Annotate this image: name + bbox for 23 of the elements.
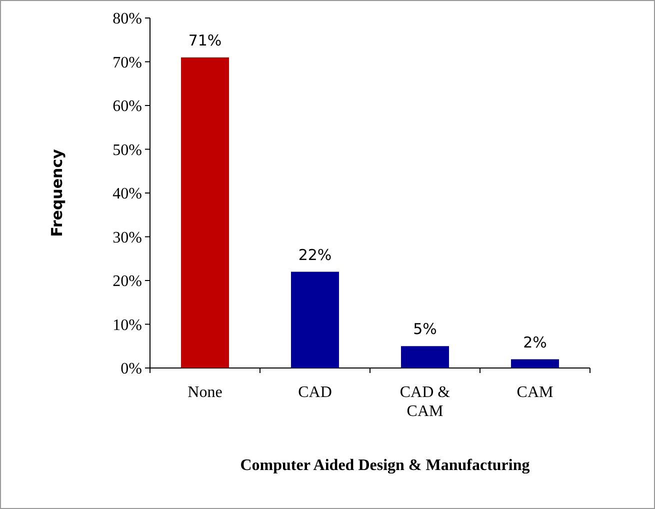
bar: [181, 57, 229, 368]
x-tick-label: CAD & CAM: [400, 384, 451, 420]
y-tick-label: 50%: [112, 142, 142, 159]
y-tick-label: 10%: [112, 316, 142, 334]
bar: [291, 272, 339, 368]
y-tick-label: 40%: [112, 186, 142, 203]
data-label: 5%: [413, 320, 437, 338]
x-tick-label: CAM: [516, 384, 554, 401]
bar: [401, 346, 449, 368]
data-label: 71%: [188, 31, 222, 50]
x-axis-title: Computer Aided Design & Manufacturing: [240, 457, 530, 474]
x-tick-label: CAD: [298, 384, 332, 401]
y-tick-label: 0%: [120, 360, 142, 378]
y-axis-title: Frequency: [48, 148, 66, 237]
y-tick-label: 30%: [112, 229, 142, 246]
y-tick-label: 70%: [112, 54, 142, 72]
y-tick-label: 60%: [112, 98, 142, 116]
y-tick-label: 20%: [112, 273, 142, 290]
x-tick-label: None: [188, 384, 222, 401]
data-label: 2%: [523, 333, 547, 352]
bar: [511, 359, 559, 368]
data-label: 22%: [298, 246, 332, 264]
y-tick-label: 80%: [112, 10, 142, 28]
